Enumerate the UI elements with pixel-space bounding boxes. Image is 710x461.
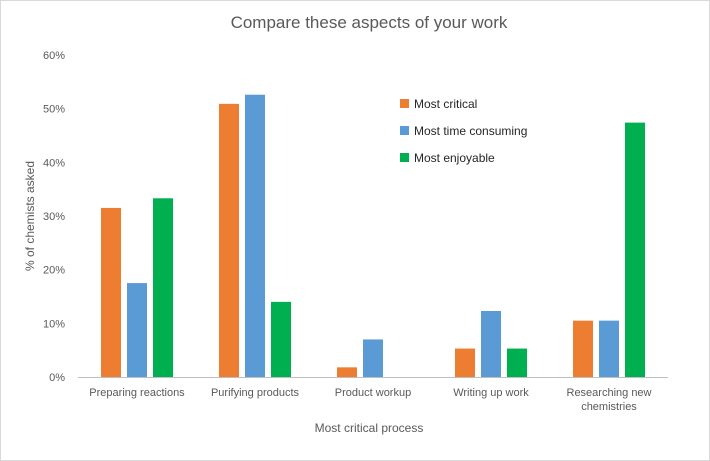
legend-swatch — [400, 99, 409, 108]
x-tick-label: Product workup — [335, 387, 411, 399]
legend-label: Most enjoyable — [414, 151, 495, 165]
x-axis-label: Most critical process — [315, 421, 424, 435]
bar — [625, 122, 645, 378]
bar — [507, 348, 527, 377]
x-tick-label: Researching new chemistries — [567, 387, 652, 413]
legend-swatch — [400, 153, 409, 162]
bar — [245, 94, 265, 378]
bar — [363, 339, 383, 377]
legend-label: Most time consuming — [414, 124, 527, 138]
chart-title: Compare these aspects of your work — [231, 13, 508, 32]
y-tick-label: 50% — [43, 104, 65, 116]
x-tick-label: Writing up work — [453, 387, 529, 399]
x-axis-ticks: Preparing reactions Purifying products Pro… — [89, 387, 651, 413]
y-axis-label: % of chemists asked — [23, 161, 37, 271]
legend-label: Most critical — [414, 97, 477, 111]
bar — [337, 367, 357, 377]
x-tick-label: Preparing reactions — [89, 387, 185, 399]
bar — [455, 348, 475, 377]
legend-swatch — [400, 126, 409, 135]
bar — [481, 310, 501, 377]
y-axis-ticks: 0% 10% 20% 30% 40% 50% 60% — [43, 50, 65, 384]
y-tick-label: 40% — [43, 157, 65, 169]
y-tick-label: 10% — [43, 318, 65, 330]
bar — [599, 320, 619, 377]
bar — [219, 103, 239, 377]
y-tick-label: 0% — [49, 372, 65, 384]
y-tick-label: 30% — [43, 211, 65, 223]
bar — [101, 207, 121, 377]
bar — [127, 283, 147, 377]
y-tick-label: 60% — [43, 50, 65, 62]
bar — [271, 301, 291, 377]
y-tick-label: 20% — [43, 265, 65, 277]
bar — [573, 320, 593, 377]
legend: Most critical Most time consuming Most enj… — [400, 97, 527, 165]
bars-group — [101, 94, 645, 378]
x-tick-label: Purifying products — [211, 387, 300, 399]
bar — [153, 198, 173, 377]
